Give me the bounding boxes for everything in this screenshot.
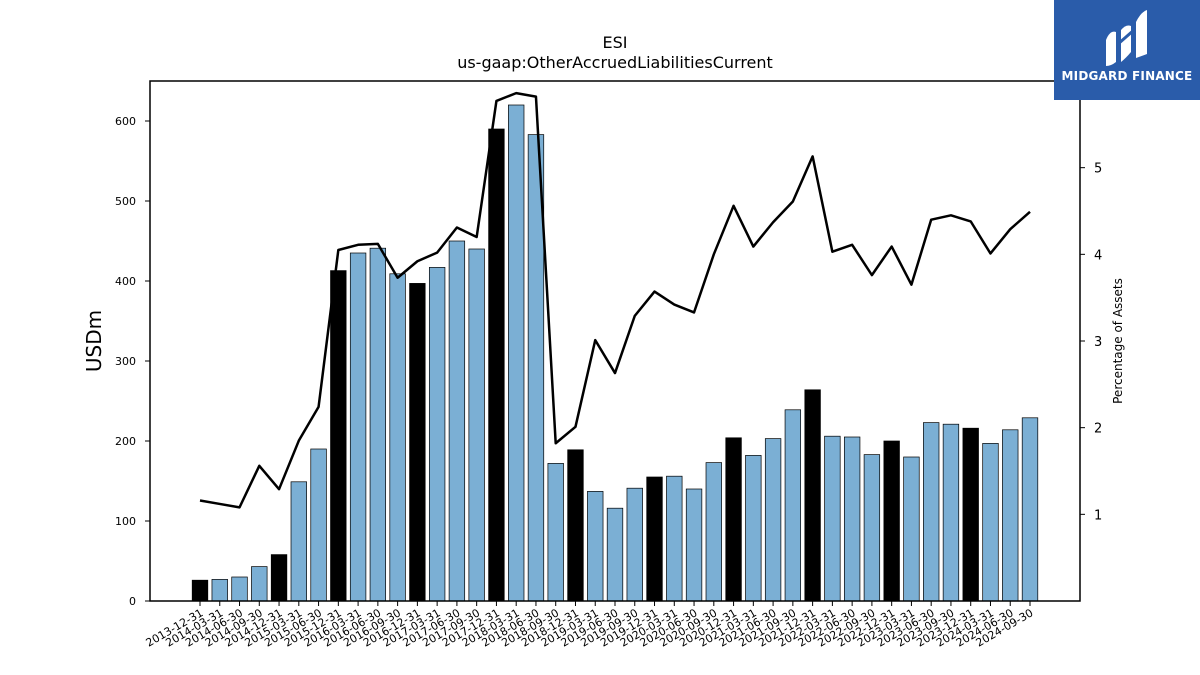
y2-tick-label: 4 (1094, 248, 1102, 263)
bar-2019-03-31 (587, 491, 604, 602)
y-tick-label: 300 (115, 355, 136, 368)
bar-2018-03-31 (508, 104, 525, 602)
bar-2024-03-31 (982, 443, 999, 602)
bar-2014-03-31 (211, 579, 228, 602)
bar-2023-09-30 (942, 423, 960, 602)
y-tick-label: 0 (129, 595, 136, 608)
bar-2020-12-31 (725, 437, 742, 602)
bar-2021-06-30 (764, 438, 782, 602)
bar-2023-06-30 (923, 422, 940, 602)
y2-axis-label: Percentage of Assets (1111, 278, 1125, 404)
midgard-logo: MIDGARD FINANCE (1054, 0, 1200, 100)
y-tick-label: 400 (115, 275, 136, 288)
plot-frame (149, 80, 1081, 602)
bar-2022-03-31 (824, 435, 841, 602)
bar-2020-09-30 (705, 462, 722, 602)
bar-2021-09-30 (784, 409, 802, 602)
bar-2014-06-30 (231, 576, 248, 602)
bar-2016-03-31 (349, 252, 367, 602)
bar-2022-09-30 (863, 454, 881, 602)
bar-2017-03-31 (428, 267, 446, 602)
bar-2021-03-31 (745, 455, 762, 602)
bar-2019-12-31 (646, 476, 663, 602)
y2-tick-label: 2 (1094, 422, 1102, 437)
y-axis-label: USDm (82, 310, 106, 372)
bar-2018-09-30 (547, 463, 564, 602)
bar-2023-12-31 (962, 427, 979, 602)
y-tick-label: 200 (115, 435, 136, 448)
chart-subtitle: us-gaap:OtherAccruedLiabilitiesCurrent (457, 53, 773, 72)
logo-text: MIDGARD FINANCE (1061, 69, 1193, 83)
bar-2022-12-31 (883, 440, 900, 602)
axes-group: 0100200300400500600123452013-12-312014-0… (115, 115, 1102, 650)
bar-2020-06-30 (685, 488, 703, 602)
bar-2017-12-31 (488, 128, 505, 602)
bar-2020-03-31 (666, 475, 683, 602)
y2-tick-label: 1 (1094, 508, 1102, 523)
y-tick-label: 600 (115, 115, 136, 128)
bar-2019-09-30 (626, 487, 643, 602)
bar-2024-09-30 (1021, 417, 1039, 602)
bar-2016-06-30 (369, 247, 387, 602)
bar-2019-06-30 (606, 507, 624, 602)
bar-2016-12-31 (409, 283, 426, 602)
bar-2016-09-30 (389, 273, 406, 602)
y2-tick-label: 5 (1094, 162, 1102, 177)
bars-group (191, 104, 1039, 602)
bar-2015-03-31 (290, 481, 307, 602)
bar-2017-09-30 (468, 248, 485, 602)
line-group (199, 91, 1031, 509)
bar-2014-09-30 (251, 566, 268, 602)
bar-2017-06-30 (448, 240, 466, 602)
chart-title: ESI (603, 33, 628, 52)
bar-2021-12-31 (804, 389, 821, 602)
bar-2015-06-30 (310, 448, 327, 602)
bar-2014-12-31 (270, 554, 288, 602)
percentage-of-assets-line (199, 91, 1031, 509)
bar-2018-12-31 (567, 449, 584, 602)
bar-2023-03-31 (903, 456, 920, 602)
bar-2024-06-30 (1002, 429, 1019, 602)
bar-2022-06-30 (843, 436, 861, 602)
y2-tick-label: 3 (1094, 335, 1102, 350)
bar-2015-12-31 (330, 270, 347, 602)
y-tick-label: 500 (115, 195, 136, 208)
y-tick-label: 100 (115, 515, 136, 528)
logo-mark-icon (1106, 10, 1147, 66)
bar-2013-12-31 (191, 579, 209, 602)
